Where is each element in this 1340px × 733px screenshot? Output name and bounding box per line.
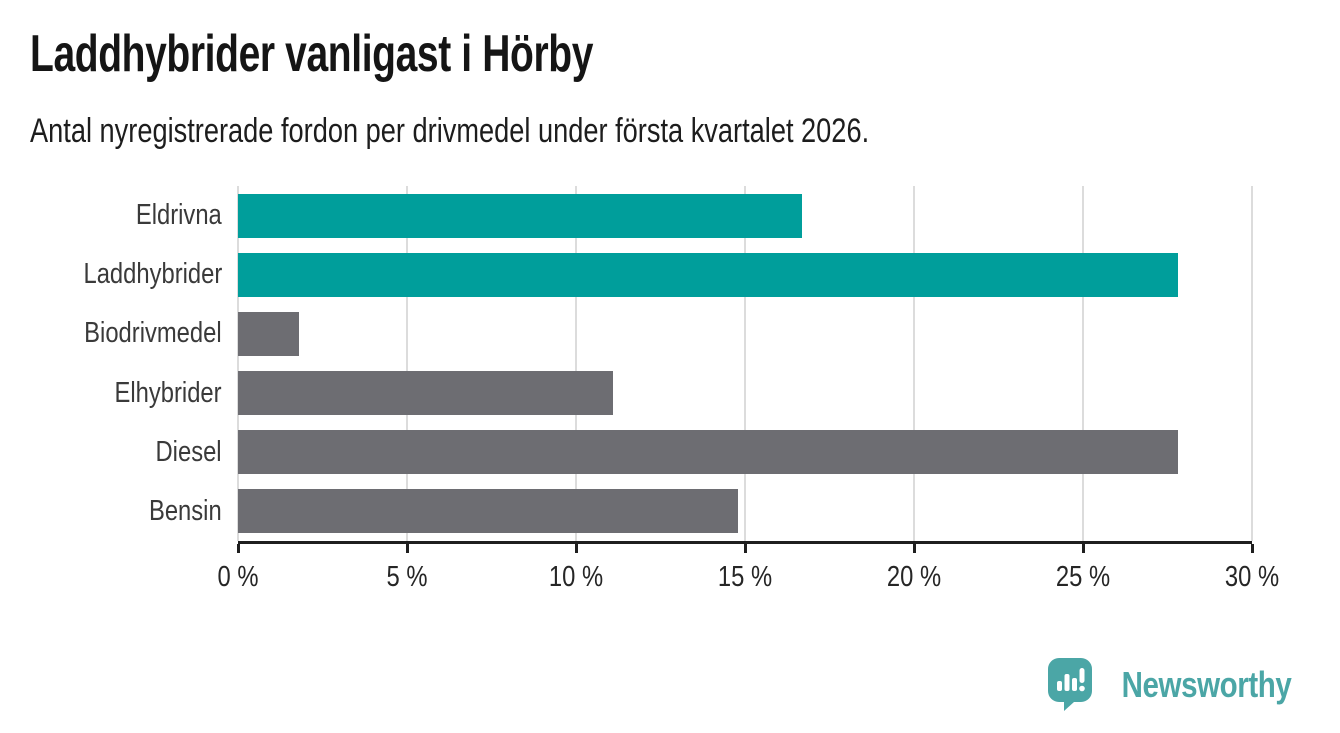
category-label-text: Bensin xyxy=(149,494,222,527)
tick-mark-30 xyxy=(1250,544,1254,553)
gridline-20 xyxy=(913,186,915,541)
category-label-text: Elhybrider xyxy=(114,376,222,409)
page-title-text: Laddhybrider vanligast i Hörby xyxy=(30,25,594,83)
bar-eldrivna xyxy=(238,193,803,238)
tick-label-text: 10 % xyxy=(548,561,604,593)
gridline-15 xyxy=(744,186,746,541)
newsworthy-badge-icon xyxy=(1047,658,1092,711)
newsworthy-wordmark: Newsworthy xyxy=(1121,663,1292,705)
bar-chart: Eldrivna Laddhybrider Biodrivmedel Elhybrid… xyxy=(0,186,1340,606)
chart-subtitle-text: Antal nyregistrerade fordon per drivmede… xyxy=(30,112,870,150)
tick-mark-20 xyxy=(912,544,916,553)
bar-row-biodrivmedel xyxy=(238,304,1252,363)
tick-label-text: 0 % xyxy=(217,561,259,593)
bar-row-elhybrider xyxy=(238,364,1252,423)
tick-mark-10 xyxy=(574,544,578,553)
gridline-25 xyxy=(1082,186,1084,541)
newsworthy-logo[interactable]: Newsworthy xyxy=(1047,658,1310,711)
chart-subtitle: Antal nyregistrerade fordon per drivmede… xyxy=(30,110,1079,152)
category-label-eldrivna: Eldrivna xyxy=(0,186,222,245)
bar-row-diesel xyxy=(238,423,1252,482)
tick-mark-25 xyxy=(1081,544,1085,553)
bar-laddhybrider xyxy=(238,252,1178,297)
gridline-30 xyxy=(1251,186,1253,541)
tick-label-text: 30 % xyxy=(1224,561,1280,593)
category-label-elhybrider: Elhybrider xyxy=(0,364,222,423)
tick-label-10: 10 % xyxy=(543,561,609,594)
bar-elhybrider xyxy=(238,371,614,416)
category-label-diesel: Diesel xyxy=(0,423,222,482)
gridline-10 xyxy=(575,186,577,541)
page-title: Laddhybrider vanligast i Hörby xyxy=(30,24,781,84)
bar-rows xyxy=(238,186,1252,541)
tick-label-5: 5 % xyxy=(382,561,432,594)
category-label-laddhybrider: Laddhybrider xyxy=(0,245,222,304)
gridline-0 xyxy=(237,186,239,541)
bar-bensin xyxy=(238,489,739,534)
tick-mark-15 xyxy=(743,544,747,553)
bar-row-eldrivna xyxy=(238,186,1252,245)
tick-label-30: 30 % xyxy=(1219,561,1285,594)
plot-area xyxy=(237,186,1253,541)
x-axis xyxy=(238,541,1252,544)
tick-label-25: 25 % xyxy=(1050,561,1116,594)
tick-label-15: 15 % xyxy=(712,561,778,594)
tick-mark-5 xyxy=(405,544,409,553)
category-axis: Eldrivna Laddhybrider Biodrivmedel Elhybrid… xyxy=(0,186,222,541)
gridline-5 xyxy=(406,186,408,541)
tick-label-text: 25 % xyxy=(1055,561,1111,593)
category-label-text: Diesel xyxy=(155,435,222,468)
category-label-text: Biodrivmedel xyxy=(84,317,222,350)
tick-label-text: 20 % xyxy=(886,561,942,593)
bar-diesel xyxy=(238,430,1178,475)
category-label-text: Eldrivna xyxy=(136,199,222,232)
bar-row-bensin xyxy=(238,482,1252,541)
category-label-text: Laddhybrider xyxy=(83,258,222,291)
bar-row-laddhybrider xyxy=(238,245,1252,304)
tick-label-20: 20 % xyxy=(881,561,947,594)
tick-label-0: 0 % xyxy=(213,561,263,594)
category-label-bensin: Bensin xyxy=(0,482,222,541)
category-label-biodrivmedel: Biodrivmedel xyxy=(0,304,222,363)
tick-label-text: 15 % xyxy=(717,561,773,593)
tick-label-text: 5 % xyxy=(386,561,428,593)
tick-mark-0 xyxy=(236,544,240,553)
bar-biodrivmedel xyxy=(238,311,299,356)
